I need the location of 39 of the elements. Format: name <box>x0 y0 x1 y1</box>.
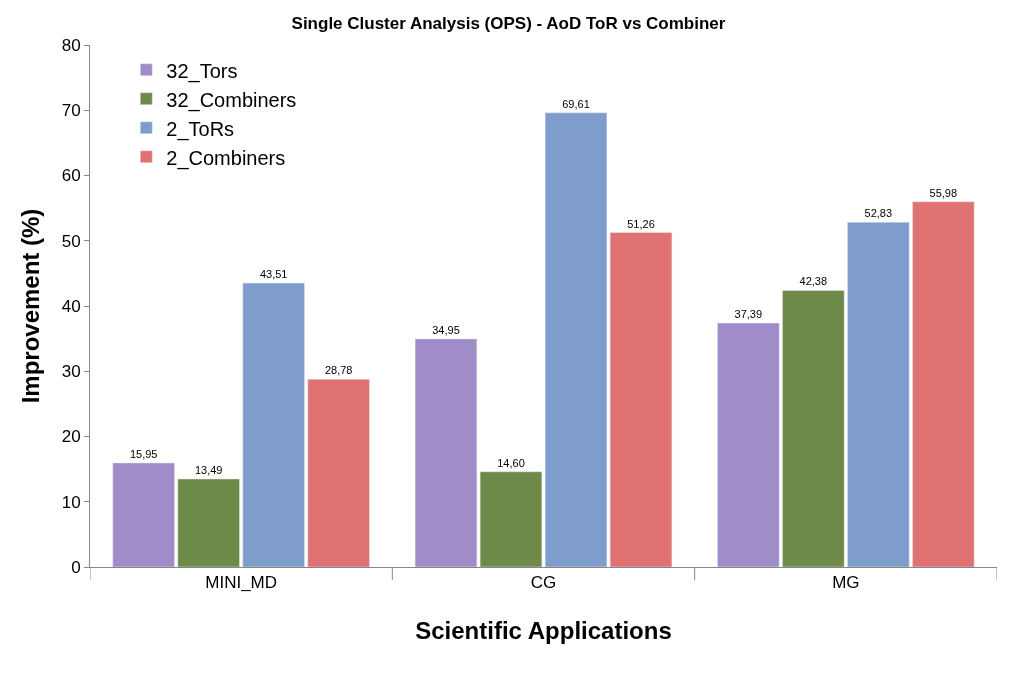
y-tick-label: 30 <box>61 362 81 382</box>
data-label: 15,95 <box>129 447 158 460</box>
chart-title: Single Cluster Analysis (OPS) - AoD ToR vs Combiner <box>291 13 726 33</box>
y-tick-label: 50 <box>61 231 81 251</box>
y-tick-label: 10 <box>61 492 81 512</box>
data-label: 43,51 <box>259 268 288 281</box>
legend-label: 2_Combiners <box>166 146 286 170</box>
y-tick-label: 20 <box>61 427 81 447</box>
x-tick-label: MINI_MD <box>205 573 278 593</box>
y-tick-label: 0 <box>71 557 81 577</box>
bar <box>847 222 910 567</box>
bar <box>112 462 175 567</box>
data-label: 51,26 <box>627 217 655 230</box>
y-tick-label: 70 <box>61 101 81 121</box>
data-label: 69,61 <box>562 97 590 110</box>
data-label: 42,38 <box>799 275 828 288</box>
data-label: 14,60 <box>497 456 525 469</box>
y-axis-title: Improvement (%) <box>16 208 44 404</box>
bar <box>717 322 780 567</box>
data-label: 52,83 <box>864 207 893 220</box>
x-axis-title: Scientific Applications <box>415 616 672 644</box>
bar <box>912 201 975 567</box>
data-label: 28,78 <box>324 364 353 377</box>
data-label: 55,98 <box>929 186 958 199</box>
y-tick-label: 40 <box>61 296 81 316</box>
legend-label: 2_ToRs <box>166 117 235 141</box>
data-label: 37,39 <box>734 308 763 321</box>
bar <box>782 290 845 567</box>
bar <box>307 378 370 567</box>
data-label: 34,95 <box>432 323 460 336</box>
legend-label: 32_Combiners <box>166 88 297 112</box>
x-tick-label: MG <box>832 573 860 593</box>
bar <box>177 478 240 567</box>
y-tick-label: 80 <box>61 35 81 55</box>
x-tick-label: CG <box>530 573 557 593</box>
data-label: 13,49 <box>194 463 223 476</box>
bar <box>242 282 305 567</box>
y-tick-label: 60 <box>61 166 81 186</box>
legend-label: 32_Tors <box>166 59 238 83</box>
